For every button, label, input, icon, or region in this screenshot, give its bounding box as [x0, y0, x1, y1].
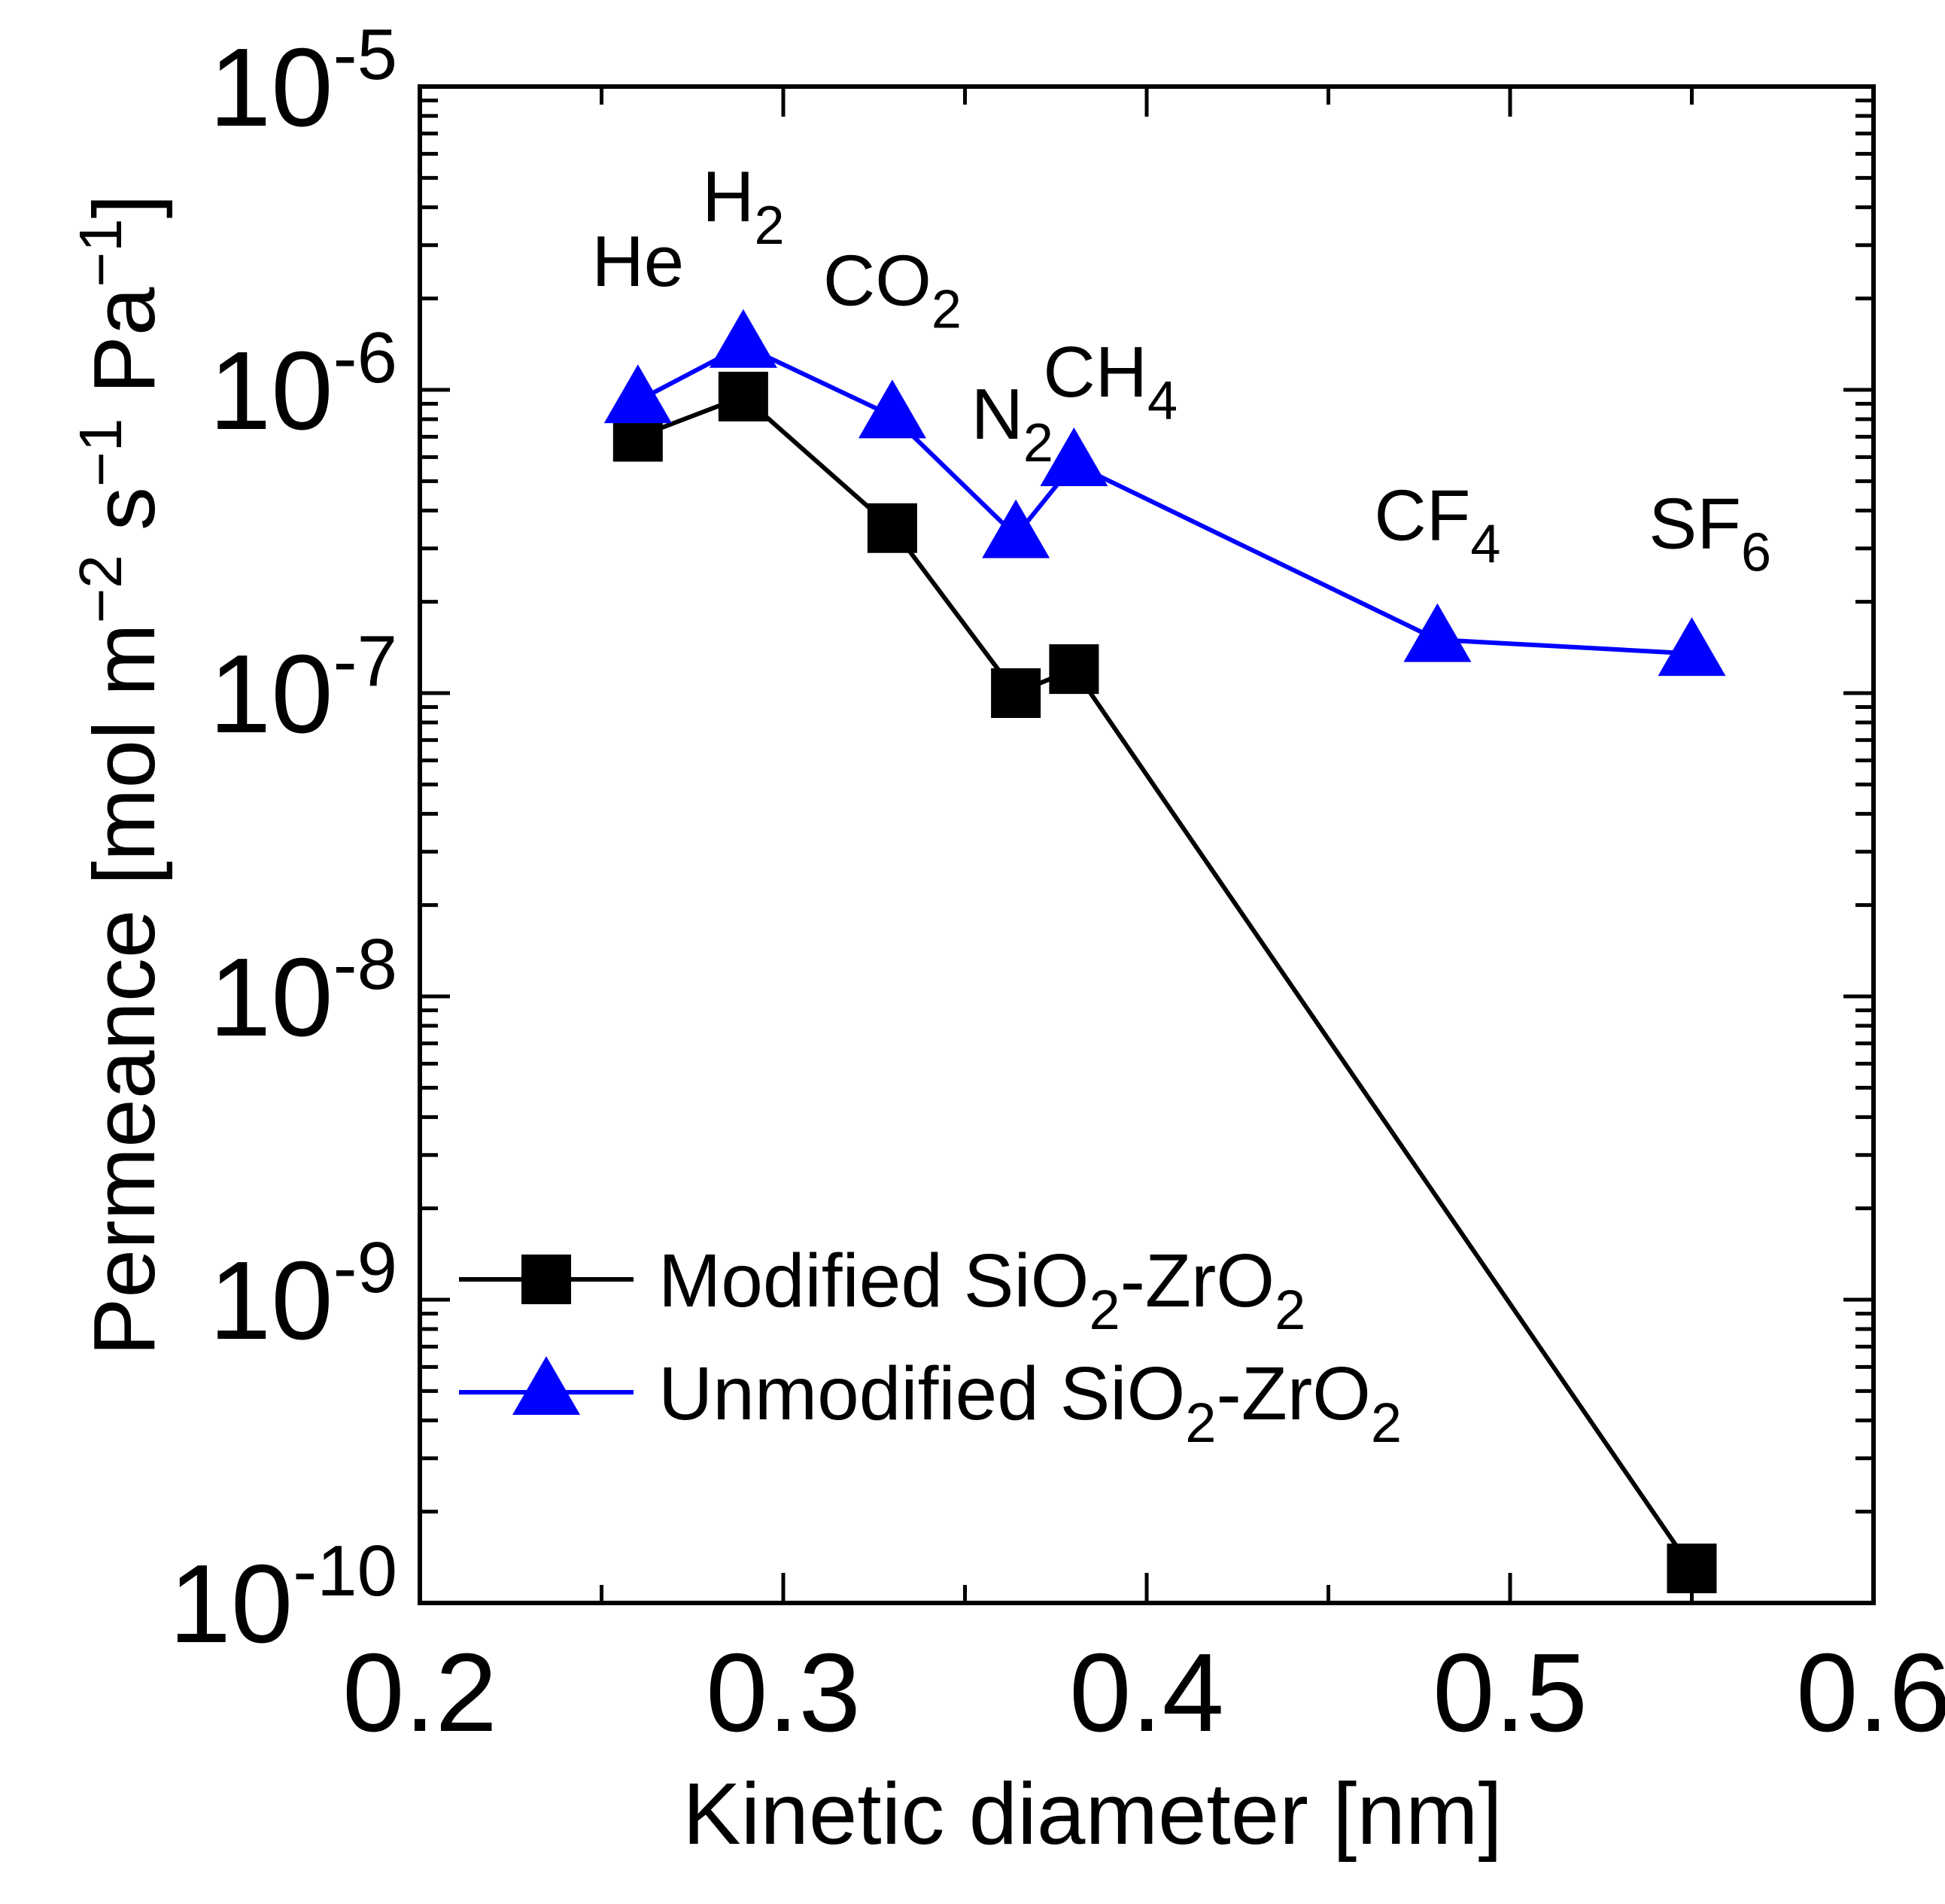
gas-label: He	[591, 221, 684, 302]
data-point-triangle	[1403, 603, 1472, 662]
gas-label: N2	[971, 374, 1053, 473]
gas-label-main: He	[591, 221, 684, 302]
y-tick-base: 10	[209, 632, 333, 756]
legend-label-sub: 2	[1275, 1279, 1305, 1341]
legend-label-sub: 2	[1185, 1392, 1216, 1454]
data-point-square	[718, 371, 768, 421]
legend-label-mid: -ZrO	[1216, 1352, 1370, 1436]
legend-label-main: Modified SiO	[658, 1239, 1089, 1323]
y-tick-label: 10-7	[209, 621, 397, 756]
y-tick-label: 10-10	[169, 1531, 397, 1666]
gas-label-subscript: 2	[931, 280, 962, 340]
x-axis-title: Kinetic diameter [nm]	[682, 1765, 1503, 1863]
data-point-square	[1667, 1544, 1717, 1594]
y-axis-title-exp3: −1	[67, 218, 134, 287]
legend-marker-triangle	[512, 1356, 580, 1415]
y-tick-base: 10	[209, 1239, 333, 1363]
gas-label: CH4	[1043, 332, 1178, 431]
data-point-triangle	[709, 309, 777, 368]
y-tick-label: 10-9	[209, 1227, 397, 1363]
y-tick-exponent: -9	[333, 1227, 397, 1308]
x-tick-label: 0.2	[342, 1631, 497, 1755]
data-point-triangle	[1040, 427, 1108, 487]
y-axis-title: Permeance [mol m−2 s−1 Pa−1]	[67, 194, 173, 1356]
gas-label-subscript: 6	[1741, 523, 1771, 583]
gas-label-subscript: 4	[1147, 371, 1178, 431]
y-tick-base: 10	[209, 935, 333, 1060]
y-axis-title-part1: Permeance [mol m	[75, 623, 173, 1355]
legend-label: Modified SiO2-ZrO2	[658, 1239, 1305, 1341]
gas-label-main: CH	[1043, 332, 1147, 412]
y-tick-base: 10	[209, 329, 333, 453]
data-point-square	[1049, 644, 1099, 695]
legend-label: Unmodified SiO2-ZrO2	[658, 1352, 1402, 1454]
y-tick-label: 10-8	[209, 924, 397, 1060]
y-axis-title-part4: ]	[75, 194, 173, 218]
gas-label-main: H	[702, 157, 754, 237]
gas-label: SF6	[1649, 484, 1771, 583]
data-point-triangle	[982, 499, 1050, 558]
x-tick-label: 0.6	[1796, 1631, 1945, 1755]
x-tick-label: 0.3	[706, 1631, 861, 1755]
legend-label-mid: -ZrO	[1120, 1239, 1275, 1323]
gas-label-main: CO	[823, 241, 931, 321]
legend-label-main: Unmodified SiO	[658, 1352, 1185, 1436]
y-axis-title-part3: Pa	[75, 287, 173, 418]
y-tick-exponent: -8	[333, 924, 397, 1005]
data-point-triangle	[603, 364, 672, 424]
y-tick-label: 10-5	[209, 14, 397, 150]
gas-label-main: SF	[1649, 484, 1741, 564]
gas-label-subscript: 2	[755, 196, 785, 256]
legend-label-sub: 2	[1371, 1392, 1402, 1454]
gas-label-main: N	[971, 374, 1023, 455]
series-layer	[603, 309, 1726, 1594]
y-tick-exponent: -10	[293, 1531, 397, 1611]
y-tick-exponent: -7	[333, 621, 397, 701]
y-tick-label: 10-6	[209, 318, 397, 453]
legend-marker-square	[521, 1255, 571, 1304]
x-tick-label: 0.5	[1433, 1631, 1588, 1755]
gas-label: H2	[702, 157, 784, 256]
y-axis-title-part2: s	[75, 487, 173, 555]
gas-label-subscript: 4	[1470, 514, 1500, 574]
x-tick-label: 0.4	[1069, 1631, 1224, 1755]
data-point-triangle	[1658, 617, 1726, 677]
gas-label-main: CF	[1374, 475, 1470, 555]
y-tick-base: 10	[169, 1542, 293, 1666]
data-point-square	[991, 668, 1041, 718]
gas-label: CF4	[1374, 475, 1500, 574]
y-tick-exponent: -5	[333, 14, 397, 95]
y-axis-title-exp1: −2	[67, 555, 134, 623]
data-point-square	[867, 503, 917, 553]
gas-label: CO2	[823, 241, 962, 340]
legend-label-sub: 2	[1089, 1279, 1120, 1341]
y-tick-exponent: -6	[333, 318, 397, 398]
y-axis-title-exp2: −1	[67, 418, 134, 487]
gas-label-subscript: 2	[1023, 413, 1053, 473]
y-tick-base: 10	[209, 26, 333, 150]
data-point-triangle	[858, 379, 926, 439]
